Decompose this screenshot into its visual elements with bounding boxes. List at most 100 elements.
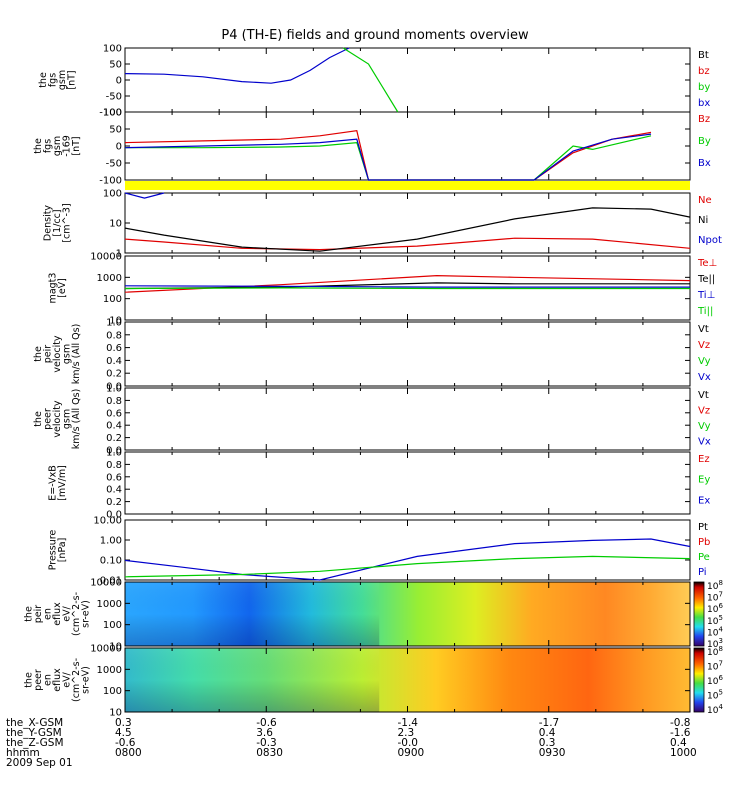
footer-value: 0830 — [256, 747, 283, 759]
y-tick-label: 0.10 — [100, 556, 122, 567]
y-tick-label: 100 — [103, 294, 122, 305]
y-tick-label: 0.6 — [106, 408, 122, 419]
panel-frame — [124, 387, 691, 451]
series-pe-line — [124, 555, 691, 578]
y-axis-label: the — [33, 346, 44, 362]
legend-bz: Bz — [698, 114, 710, 125]
y-axis-label: gsm — [62, 409, 73, 429]
y-axis-label: fgs — [43, 139, 54, 153]
y-tick-label: 0.0 — [106, 510, 122, 521]
legend-ex: Ex — [698, 495, 710, 506]
y-tick-label: 0.8 — [106, 330, 122, 341]
footer-row-label: the_Z-GSM — [6, 737, 64, 749]
panel-density — [124, 192, 691, 254]
panel-efield — [124, 451, 691, 515]
footer-value: 0900 — [397, 747, 425, 759]
legend-vz: Vz — [698, 406, 710, 417]
y-axis-label: [nT] — [71, 136, 82, 155]
footer-value: 2.3 — [397, 727, 415, 739]
y-axis-label: [1/cc] — [52, 209, 63, 236]
footer-value: 1000 — [670, 747, 697, 759]
y-axis-label: sr-eV) — [81, 600, 92, 628]
legend-ti: Ti|| — [697, 306, 713, 317]
legend-bz: bz — [698, 66, 710, 77]
y-tick-label: 100 — [103, 620, 122, 631]
y-axis-label: peir — [43, 345, 54, 364]
series-ti-line — [124, 285, 690, 288]
footer-value: 0.3 — [538, 737, 556, 749]
y-tick-label: 10 — [109, 219, 122, 230]
panel-peer_vel — [124, 387, 691, 451]
data-quality-flag-bar — [125, 181, 690, 190]
y-tick-label: 100 — [103, 686, 122, 697]
y-tick-label: 10000 — [90, 252, 122, 263]
y-axis-label: eflux — [52, 602, 63, 626]
series-ne-line — [124, 237, 691, 251]
footer-value: -1.4 — [397, 717, 419, 729]
footer-value: 0.4 — [538, 727, 556, 739]
legend-npot: Npot — [698, 235, 722, 246]
y-axis-label: the — [33, 411, 44, 427]
y-axis-label: peir — [33, 605, 44, 624]
legend-vz: Vz — [698, 340, 710, 351]
y-axis-label: eV/ — [62, 671, 73, 687]
colorbar-tick: 104 — [707, 703, 723, 716]
footer-date: 2009 Sep 01 — [6, 757, 73, 769]
y-tick-label: 1 — [116, 249, 122, 260]
y-tick-label: 1000 — [97, 273, 122, 284]
y-tick-label: -50 — [106, 92, 122, 103]
panel-peer_spec — [124, 647, 705, 713]
spectrogram-shade — [125, 582, 380, 646]
series-bx-line — [124, 47, 350, 84]
legend-ey: Ey — [698, 475, 710, 486]
y-tick-label: 1.0 — [106, 448, 122, 459]
footer-value: 0800 — [115, 747, 142, 759]
colorbar — [693, 647, 705, 713]
y-axis-label: magt3 — [47, 273, 58, 304]
panel-peir_spec — [124, 581, 705, 647]
spectrogram-shade — [125, 648, 380, 712]
y-tick-label: 1000 — [97, 599, 122, 610]
panel-frame — [124, 192, 691, 254]
legend-vy: Vy — [698, 356, 711, 367]
legend-vx: Vx — [698, 372, 711, 383]
legend-pt: Pt — [698, 522, 708, 533]
y-axis-label: eV/ — [62, 605, 73, 621]
y-tick-label: 0.4 — [106, 356, 122, 367]
y-axis-label: E=-VxB — [47, 465, 58, 500]
footer-value: -0.0 — [397, 737, 419, 749]
series-npot-line — [124, 192, 165, 199]
legend-vt: Vt — [698, 324, 709, 335]
series-bx-line — [124, 133, 652, 181]
y-axis-label: sr-eV) — [81, 666, 92, 694]
legend-ni: Ni — [698, 215, 708, 226]
y-axis-label: the — [24, 606, 35, 622]
legend-vt: Vt — [698, 390, 709, 401]
y-axis-label: the — [24, 672, 35, 688]
legend-vx: Vx — [698, 437, 711, 448]
series-by-line — [125, 135, 652, 181]
plot-title: P4 (TH-E) fields and ground moments over… — [221, 28, 529, 43]
y-tick-label: 0.4 — [106, 421, 122, 432]
legend-te: Te⊥ — [697, 258, 717, 269]
y-tick-label: 10 — [109, 708, 122, 719]
y-axis-label: gsm — [57, 70, 68, 90]
footer-value: 0930 — [538, 747, 566, 759]
series-pi-line — [124, 538, 691, 581]
y-axis-label: velocity — [52, 400, 63, 438]
series-by-line — [342, 47, 399, 113]
y-tick-label: 0.2 — [106, 497, 122, 508]
footer-value: -0.3 — [256, 737, 277, 749]
y-axis-label: -169 — [62, 135, 73, 157]
legend-pb: Pb — [698, 537, 710, 548]
footer-value: -0.8 — [670, 717, 691, 729]
y-tick-label: 10000 — [90, 644, 122, 655]
colorbar-tick: 105 — [707, 689, 723, 702]
y-tick-label: 50 — [109, 125, 122, 136]
panel-frame — [124, 451, 691, 515]
legend-bt: Bt — [698, 50, 709, 61]
panel-fgs — [124, 47, 691, 113]
y-tick-label: 0.8 — [106, 396, 122, 407]
y-axis-label: Density — [43, 205, 54, 241]
